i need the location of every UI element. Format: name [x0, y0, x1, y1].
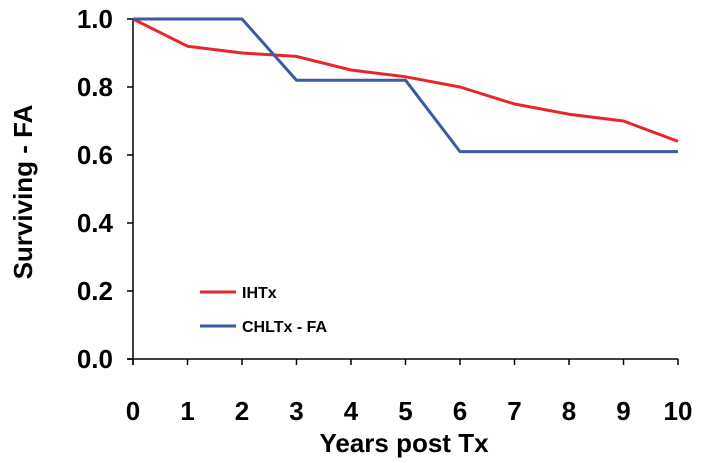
- legend-label: IHTx: [242, 285, 277, 302]
- y-tick-label: 0.4: [77, 208, 114, 238]
- series-layer: [132, 17, 679, 154]
- legend: IHTx CHLTx - FA: [200, 285, 327, 336]
- series-line-0: [132, 17, 679, 143]
- x-tick-label: 2: [235, 396, 249, 426]
- x-tick-label: 8: [562, 396, 576, 426]
- x-tick-label: 5: [398, 396, 412, 426]
- x-tick-label: 9: [616, 396, 630, 426]
- y-tick-label: 1.0: [77, 4, 113, 34]
- tick-labels: 0.0 0.2 0.4 0.6 0.8 1.0 0 1 2 3 4 5 6 7 8 9 10: [77, 4, 693, 426]
- legend-label: CHLTx - FA: [242, 319, 327, 336]
- x-tick-label: 6: [453, 396, 467, 426]
- x-tick-label: 7: [507, 396, 521, 426]
- axes: [127, 18, 679, 365]
- y-tick-label: 0.0: [77, 344, 113, 374]
- x-tick-label: 10: [664, 396, 693, 426]
- x-tick-label: 1: [180, 396, 194, 426]
- x-tick-label: 0: [126, 396, 140, 426]
- y-axis-label: Surviving - FA: [8, 104, 38, 279]
- y-tick-label: 0.6: [77, 140, 113, 170]
- x-tick-label: 3: [289, 396, 303, 426]
- x-axis-label: Years post Tx: [319, 428, 489, 458]
- series-line-1: [133, 17, 678, 154]
- y-tick-label: 0.8: [77, 72, 113, 102]
- y-tick-label: 0.2: [77, 276, 113, 306]
- x-tick-label: 4: [344, 396, 359, 426]
